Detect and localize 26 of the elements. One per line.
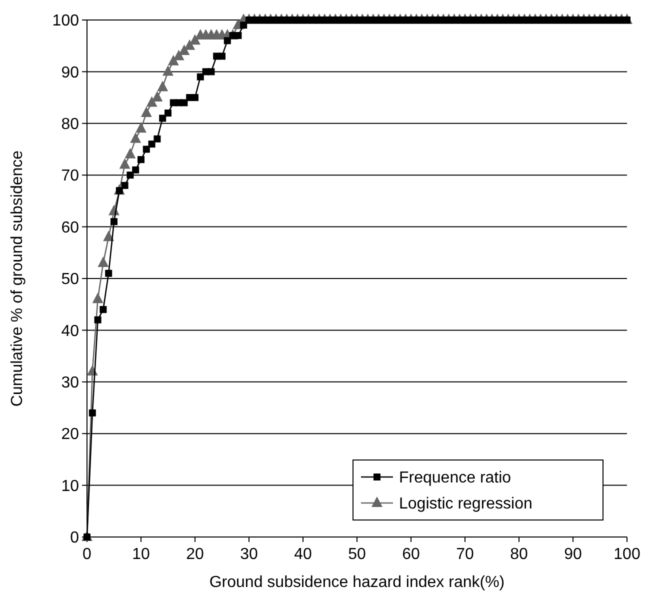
x-tick-label: 30 [240, 546, 258, 563]
x-tick-label: 0 [82, 546, 92, 563]
y-axis-title: Cumulative % of ground subsidence [9, 150, 26, 407]
x-axis-title: Ground subsidence hazard index rank(%) [209, 574, 505, 591]
y-tick-label: 10 [61, 478, 80, 495]
y-tick-label: 60 [61, 219, 80, 236]
x-tick-label: 60 [402, 546, 420, 563]
y-tick-label: 90 [61, 64, 80, 82]
y-tick-label: 100 [52, 12, 80, 30]
y-tick-label: 30 [61, 374, 80, 392]
legend-label: Frequence ratio [399, 470, 512, 487]
x-tick-label: 50 [348, 546, 366, 563]
y-tick-label: 70 [61, 168, 80, 185]
x-tick-label: 20 [186, 546, 204, 563]
y-tick-label: 0 [70, 530, 80, 547]
x-tick-label: 80 [510, 546, 528, 563]
legend-label: Logistic regression [399, 496, 532, 513]
x-tick-label: 10 [132, 546, 150, 563]
x-tick-label: 40 [294, 546, 312, 563]
y-tick-label: 40 [61, 322, 80, 340]
y-tick-label: 80 [61, 116, 80, 133]
x-tick-label: 90 [564, 546, 582, 563]
x-tick-label: 100 [614, 546, 640, 563]
x-tick-label: 70 [456, 546, 474, 563]
y-tick-label: 50 [61, 271, 80, 288]
y-tick-label: 20 [61, 426, 80, 444]
